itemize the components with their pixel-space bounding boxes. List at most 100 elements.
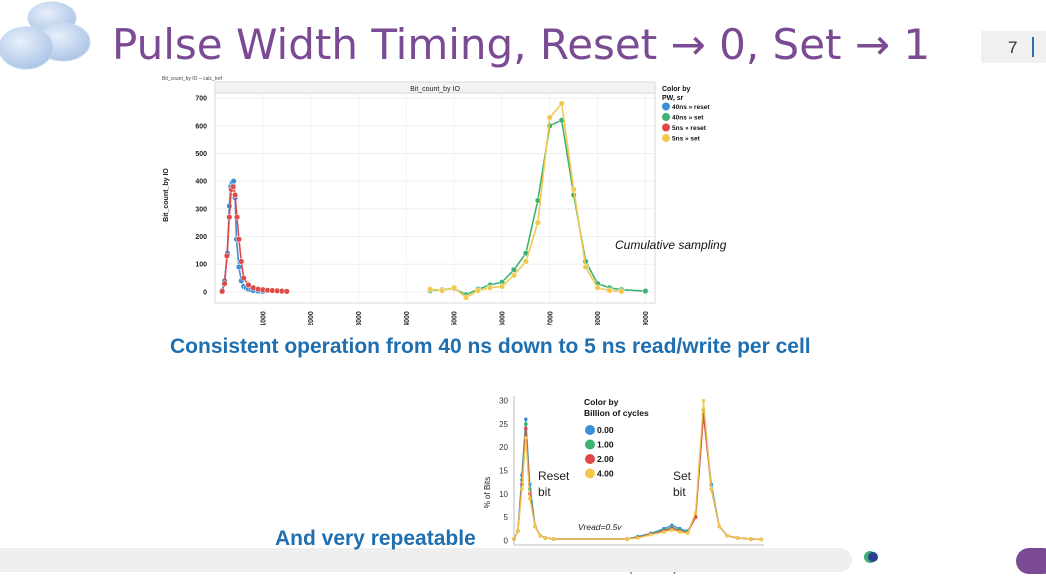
bit-count-chart: Bit_count_by IO – calc_Iref Bit_count_by … <box>162 76 727 325</box>
data-point <box>709 487 714 491</box>
chart-title: Bit_count_by IO <box>410 86 460 93</box>
data-point <box>735 536 740 540</box>
data-point <box>451 284 458 291</box>
cloud-logo-icon <box>0 1 91 70</box>
data-point <box>662 530 666 534</box>
headline: Consistent operation from 40 ns down to … <box>170 335 811 358</box>
y-tick-label: 5 <box>504 513 509 522</box>
data-point <box>219 288 226 295</box>
legend-title: Billion of cycles <box>584 408 649 418</box>
legend-swatch <box>662 102 670 111</box>
x-tick-label: 3000 <box>356 311 363 325</box>
data-point <box>534 219 541 226</box>
data-point <box>546 114 553 121</box>
data-point <box>510 272 517 279</box>
y-tick-label: 600 <box>195 123 207 130</box>
legend-swatch <box>662 134 670 142</box>
y-tick-label: 10 <box>499 490 508 499</box>
data-point <box>670 528 674 532</box>
data-point <box>510 266 517 273</box>
data-point <box>685 531 690 536</box>
corner-accent <box>1016 548 1046 574</box>
x-tick-label: 5000 <box>452 311 459 325</box>
page-number-box <box>981 31 1046 63</box>
data-point <box>606 287 613 294</box>
data-point <box>759 537 764 542</box>
data-point <box>717 524 722 529</box>
legend-swatch <box>585 425 595 435</box>
data-point <box>618 288 625 295</box>
data-point <box>642 288 649 295</box>
data-point <box>693 510 698 515</box>
legend-entry: 40ns » reset <box>672 104 710 111</box>
series-line-4-00 <box>513 400 762 541</box>
legend-swatch <box>585 439 595 450</box>
data-point <box>230 183 237 190</box>
data-point <box>240 275 247 282</box>
y-tick-label: 700 <box>195 96 207 103</box>
legend-swatch <box>585 454 595 464</box>
data-point <box>245 281 252 289</box>
data-point <box>551 537 556 541</box>
y-tick-label: 500 <box>195 151 207 158</box>
page-number: 7 <box>1008 38 1018 57</box>
footer-bar <box>0 548 852 572</box>
data-point <box>533 524 537 529</box>
y-tick-label: 20 <box>499 443 508 452</box>
slide-title: Pulse Width Timing, Reset → 0, Set → 1 <box>112 20 931 69</box>
data-point <box>524 417 528 422</box>
data-point <box>230 178 237 185</box>
annotation-vread: Vread=0.5v <box>578 522 622 532</box>
data-point <box>486 284 494 291</box>
y-tick-label: 30 <box>499 397 508 406</box>
legend-entry: 5ns » reset <box>672 125 707 132</box>
annotation-cumulative: Cumulative sampling <box>615 238 727 252</box>
x-tick-label: 2000 <box>308 311 315 325</box>
data-point <box>524 426 528 431</box>
data-point <box>498 283 506 290</box>
data-point <box>223 252 231 259</box>
data-point <box>463 294 470 301</box>
data-point <box>635 536 640 540</box>
data-point <box>520 487 524 491</box>
data-point <box>226 214 233 221</box>
legend-entry: 4.00 <box>597 469 614 479</box>
legend-title: Color by <box>662 86 690 93</box>
data-point <box>235 236 242 243</box>
footer-logo-icon <box>864 551 878 563</box>
x-tick-label: 1000 <box>260 311 267 325</box>
data-point <box>235 263 242 271</box>
data-point <box>474 287 482 294</box>
chart-subtitle: Bit_count_by IO – calc_Iref <box>162 76 223 82</box>
data-point <box>516 529 520 533</box>
data-point <box>524 436 528 440</box>
annotation-reset: bit <box>538 485 551 499</box>
y-tick-label: 0 <box>203 289 207 296</box>
title-strip <box>214 81 656 94</box>
data-point <box>439 287 446 294</box>
data-point <box>649 532 653 537</box>
data-point <box>725 533 729 538</box>
data-point <box>625 537 629 541</box>
data-point <box>232 191 239 199</box>
legend-entry: 5ns » set <box>672 136 701 143</box>
annotation-set: Set <box>673 469 692 483</box>
data-point <box>283 288 290 295</box>
legend-swatch <box>585 468 595 479</box>
y-tick-label: 25 <box>499 420 508 429</box>
legend-entry: 2.00 <box>597 454 614 464</box>
y-tick-label: 15 <box>499 467 508 476</box>
data-point <box>749 537 753 541</box>
x-tick-label: 8000 <box>595 311 602 325</box>
x-tick-label: 9000 <box>643 311 650 325</box>
page-number-divider <box>1032 37 1034 57</box>
data-point <box>677 530 682 534</box>
y-tick-label: 100 <box>195 262 207 269</box>
y-tick-label: 400 <box>195 179 207 186</box>
data-point <box>582 263 589 271</box>
data-point <box>701 398 706 403</box>
data-point <box>558 100 565 107</box>
legend-title: PW, sr <box>662 95 684 102</box>
annotation-reset: Reset <box>538 469 570 483</box>
data-point <box>594 284 601 291</box>
